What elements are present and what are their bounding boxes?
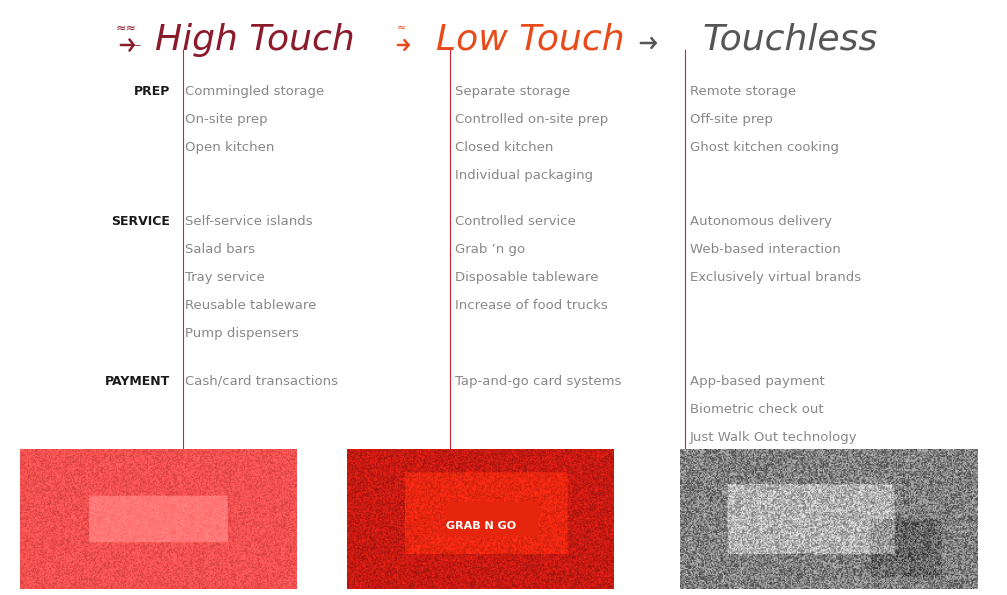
Text: ≈≈: ≈≈ — [116, 21, 137, 35]
Text: Cash/card transactions: Cash/card transactions — [185, 375, 338, 388]
Text: Self-service islands: Self-service islands — [185, 215, 312, 228]
Text: SERVICE: SERVICE — [111, 215, 170, 228]
Text: Reusable tableware: Reusable tableware — [185, 299, 316, 312]
Text: Open kitchen: Open kitchen — [185, 141, 274, 154]
Text: Low Touch: Low Touch — [436, 23, 624, 57]
Text: Touchless: Touchless — [702, 23, 878, 57]
Text: Tray service: Tray service — [185, 271, 265, 284]
Text: On-site prep: On-site prep — [185, 113, 268, 126]
Text: Closed kitchen: Closed kitchen — [455, 141, 554, 154]
Text: Salad bars: Salad bars — [185, 243, 255, 256]
Text: Controlled service: Controlled service — [455, 215, 576, 228]
Text: Web-based interaction: Web-based interaction — [690, 243, 841, 256]
Text: Increase of food trucks: Increase of food trucks — [455, 299, 608, 312]
Text: Ghost kitchen cooking: Ghost kitchen cooking — [690, 141, 839, 154]
Text: Biometric check out: Biometric check out — [690, 403, 824, 416]
Text: PAYMENT: PAYMENT — [105, 375, 170, 388]
Text: Commingled storage: Commingled storage — [185, 85, 324, 98]
Text: Off-site prep: Off-site prep — [690, 113, 773, 126]
Text: GRAB N GO: GRAB N GO — [446, 521, 516, 531]
Text: PREP: PREP — [134, 85, 170, 98]
Text: ≈: ≈ — [398, 23, 407, 33]
Text: Remote storage: Remote storage — [690, 85, 797, 98]
Text: Controlled on-site prep: Controlled on-site prep — [455, 113, 608, 126]
Text: Disposable tableware: Disposable tableware — [455, 271, 598, 284]
Text: High Touch: High Touch — [155, 23, 354, 57]
Text: —: — — [130, 40, 141, 50]
Text: Individual packaging: Individual packaging — [455, 169, 593, 182]
Text: Separate storage: Separate storage — [455, 85, 570, 98]
Text: Tap-and-go card systems: Tap-and-go card systems — [455, 375, 621, 388]
Text: Autonomous delivery: Autonomous delivery — [690, 215, 832, 228]
Text: Exclusively virtual brands: Exclusively virtual brands — [690, 271, 861, 284]
Text: Grab ’n go: Grab ’n go — [455, 243, 525, 256]
Text: Pump dispensers: Pump dispensers — [185, 327, 299, 340]
Text: App-based payment: App-based payment — [690, 375, 825, 388]
Text: Just Walk Out technology: Just Walk Out technology — [690, 431, 858, 444]
